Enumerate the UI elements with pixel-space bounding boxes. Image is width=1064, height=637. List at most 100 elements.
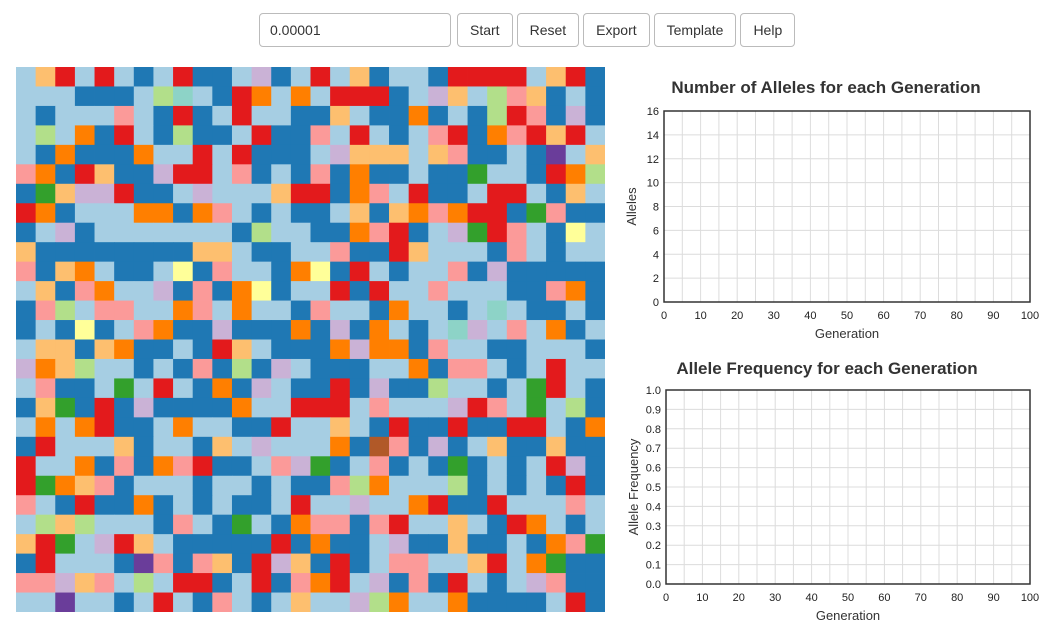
grid-cell[interactable] (16, 183, 37, 204)
grid-cell[interactable] (408, 183, 429, 204)
grid-cell[interactable] (192, 183, 213, 204)
grid-cell[interactable] (192, 320, 213, 340)
grid-cell[interactable] (349, 358, 370, 379)
grid-cell[interactable] (487, 397, 508, 418)
grid-cell[interactable] (55, 105, 76, 126)
grid-cell[interactable] (546, 456, 567, 477)
grid-cell[interactable] (133, 222, 154, 243)
grid-cell[interactable] (565, 534, 586, 554)
grid-cell[interactable] (585, 592, 605, 612)
grid-cell[interactable] (546, 300, 567, 321)
grid-cell[interactable] (212, 592, 233, 612)
grid-cell[interactable] (114, 339, 135, 360)
grid-cell[interactable] (546, 144, 567, 165)
grid-cell[interactable] (585, 475, 605, 496)
grid-cell[interactable] (192, 261, 213, 282)
grid-cell[interactable] (369, 67, 390, 87)
grid-cell[interactable] (94, 144, 115, 165)
grid-cell[interactable] (330, 358, 351, 379)
grid-cell[interactable] (16, 222, 37, 243)
grid-cell[interactable] (565, 573, 586, 593)
grid-cell[interactable] (212, 86, 233, 107)
grid-cell[interactable] (192, 105, 213, 126)
grid-cell[interactable] (546, 475, 567, 496)
grid-cell[interactable] (290, 339, 311, 360)
grid-cell[interactable] (389, 105, 410, 126)
grid-cell[interactable] (330, 261, 351, 282)
grid-cell[interactable] (565, 320, 586, 340)
grid-cell[interactable] (35, 164, 56, 185)
grid-cell[interactable] (369, 261, 390, 282)
grid-cell[interactable] (290, 164, 311, 185)
grid-cell[interactable] (133, 125, 154, 146)
grid-cell[interactable] (55, 475, 76, 496)
grid-cell[interactable] (114, 456, 135, 477)
grid-cell[interactable] (271, 105, 292, 126)
grid-cell[interactable] (55, 436, 76, 457)
grid-cell[interactable] (369, 242, 390, 263)
grid-cell[interactable] (231, 358, 252, 379)
grid-cell[interactable] (467, 573, 488, 593)
grid-cell[interactable] (114, 397, 135, 418)
grid-cell[interactable] (133, 203, 154, 224)
grid-cell[interactable] (310, 222, 331, 243)
grid-cell[interactable] (231, 183, 252, 204)
grid-cell[interactable] (467, 378, 488, 399)
grid-cell[interactable] (212, 183, 233, 204)
grid-cell[interactable] (487, 592, 508, 612)
grid-cell[interactable] (271, 378, 292, 399)
grid-cell[interactable] (16, 125, 37, 146)
grid-cell[interactable] (251, 300, 272, 321)
grid-cell[interactable] (94, 397, 115, 418)
grid-cell[interactable] (153, 573, 174, 593)
grid-cell[interactable] (35, 436, 56, 457)
grid-cell[interactable] (408, 573, 429, 593)
grid-cell[interactable] (35, 417, 56, 438)
grid-cell[interactable] (114, 358, 135, 379)
grid-cell[interactable] (153, 222, 174, 243)
grid-cell[interactable] (16, 495, 37, 516)
grid-cell[interactable] (369, 417, 390, 438)
reset-button[interactable]: Reset (516, 13, 580, 47)
grid-cell[interactable] (526, 261, 547, 282)
grid-cell[interactable] (546, 125, 567, 146)
grid-cell[interactable] (94, 514, 115, 535)
grid-cell[interactable] (585, 378, 605, 399)
grid-cell[interactable] (447, 144, 468, 165)
grid-cell[interactable] (153, 514, 174, 535)
grid-cell[interactable] (506, 164, 527, 185)
grid-cell[interactable] (271, 242, 292, 263)
grid-cell[interactable] (94, 573, 115, 593)
grid-cell[interactable] (546, 397, 567, 418)
grid-cell[interactable] (35, 67, 56, 87)
grid-cell[interactable] (526, 592, 547, 612)
grid-cell[interactable] (251, 514, 272, 535)
grid-cell[interactable] (212, 358, 233, 379)
grid-cell[interactable] (35, 222, 56, 243)
grid-cell[interactable] (487, 514, 508, 535)
grid-cell[interactable] (231, 378, 252, 399)
grid-cell[interactable] (585, 514, 605, 535)
grid-cell[interactable] (428, 397, 449, 418)
population-grid[interactable] (16, 67, 605, 612)
grid-cell[interactable] (487, 339, 508, 360)
grid-cell[interactable] (251, 281, 272, 301)
grid-cell[interactable] (330, 164, 351, 185)
grid-cell[interactable] (35, 397, 56, 418)
grid-cell[interactable] (251, 67, 272, 87)
grid-cell[interactable] (487, 222, 508, 243)
grid-cell[interactable] (310, 242, 331, 263)
grid-cell[interactable] (192, 592, 213, 612)
grid-cell[interactable] (487, 495, 508, 516)
grid-cell[interactable] (526, 456, 547, 477)
grid-cell[interactable] (330, 339, 351, 360)
grid-cell[interactable] (506, 573, 527, 593)
grid-cell[interactable] (271, 183, 292, 204)
grid-cell[interactable] (290, 281, 311, 301)
grid-cell[interactable] (251, 222, 272, 243)
grid-cell[interactable] (192, 339, 213, 360)
grid-cell[interactable] (546, 573, 567, 593)
grid-cell[interactable] (55, 397, 76, 418)
grid-cell[interactable] (16, 358, 37, 379)
grid-cell[interactable] (173, 300, 194, 321)
